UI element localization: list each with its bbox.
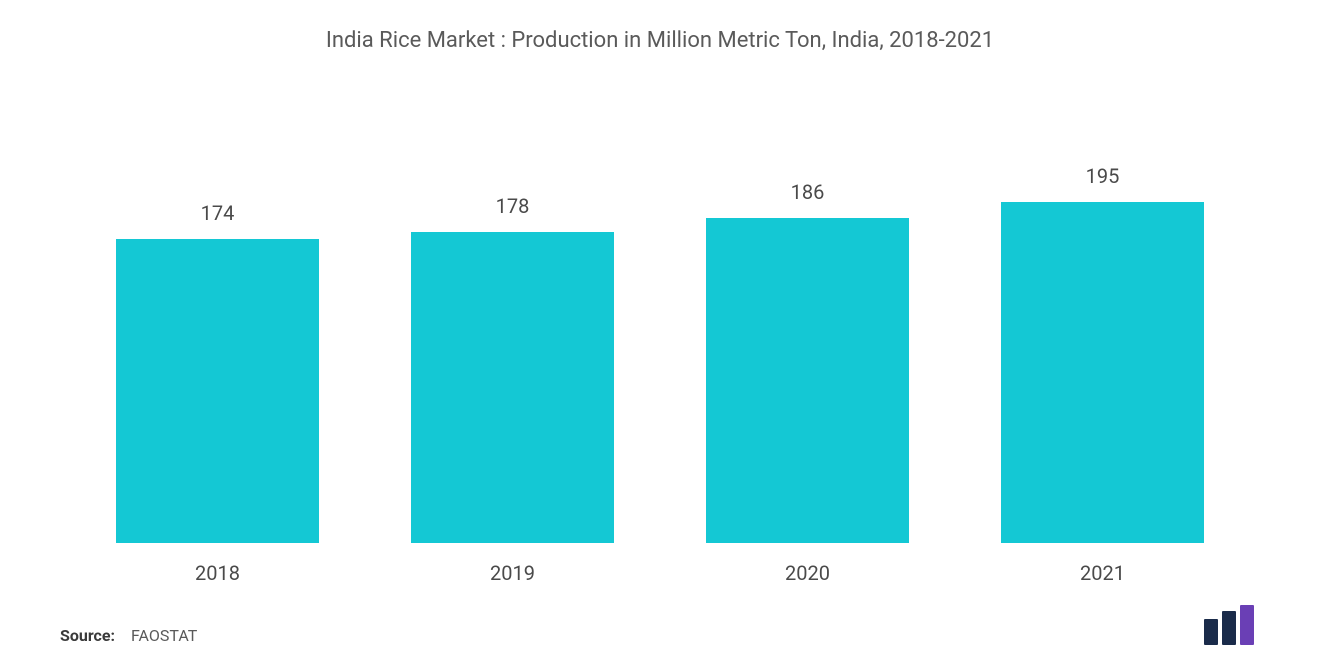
bar — [116, 239, 318, 544]
chart-title: India Rice Market : Production in Millio… — [50, 28, 1270, 53]
bar-value: 186 — [791, 180, 825, 204]
logo-bar-2 — [1240, 605, 1254, 645]
bar-group-2: 186 2020 — [678, 180, 938, 586]
logo-bar-0 — [1204, 619, 1218, 645]
bar-category-label: 2018 — [195, 561, 240, 585]
bar-group-1: 178 2019 — [383, 194, 643, 586]
bar-value: 174 — [201, 201, 235, 225]
bar — [411, 232, 613, 544]
bar — [1001, 202, 1203, 543]
bar-value: 195 — [1086, 164, 1120, 188]
bar-group-3: 195 2021 — [973, 164, 1233, 585]
bar-value: 178 — [496, 194, 530, 218]
chart-container: India Rice Market : Production in Millio… — [0, 0, 1320, 665]
bar-group-0: 174 2018 — [88, 201, 348, 586]
logo-bar-1 — [1222, 611, 1236, 645]
bar-category-label: 2020 — [785, 561, 830, 585]
chart-footer: Source: FAOSTAT — [50, 595, 1270, 645]
source-label: Source: — [60, 626, 115, 645]
source-citation: Source: FAOSTAT — [60, 626, 197, 645]
bar — [706, 218, 908, 544]
source-value: FAOSTAT — [131, 626, 197, 645]
brand-logo — [1204, 605, 1260, 645]
plot-area: 174 2018 178 2019 186 2020 195 2021 — [50, 63, 1270, 585]
bar-category-label: 2019 — [490, 561, 535, 585]
bar-category-label: 2021 — [1080, 561, 1125, 585]
